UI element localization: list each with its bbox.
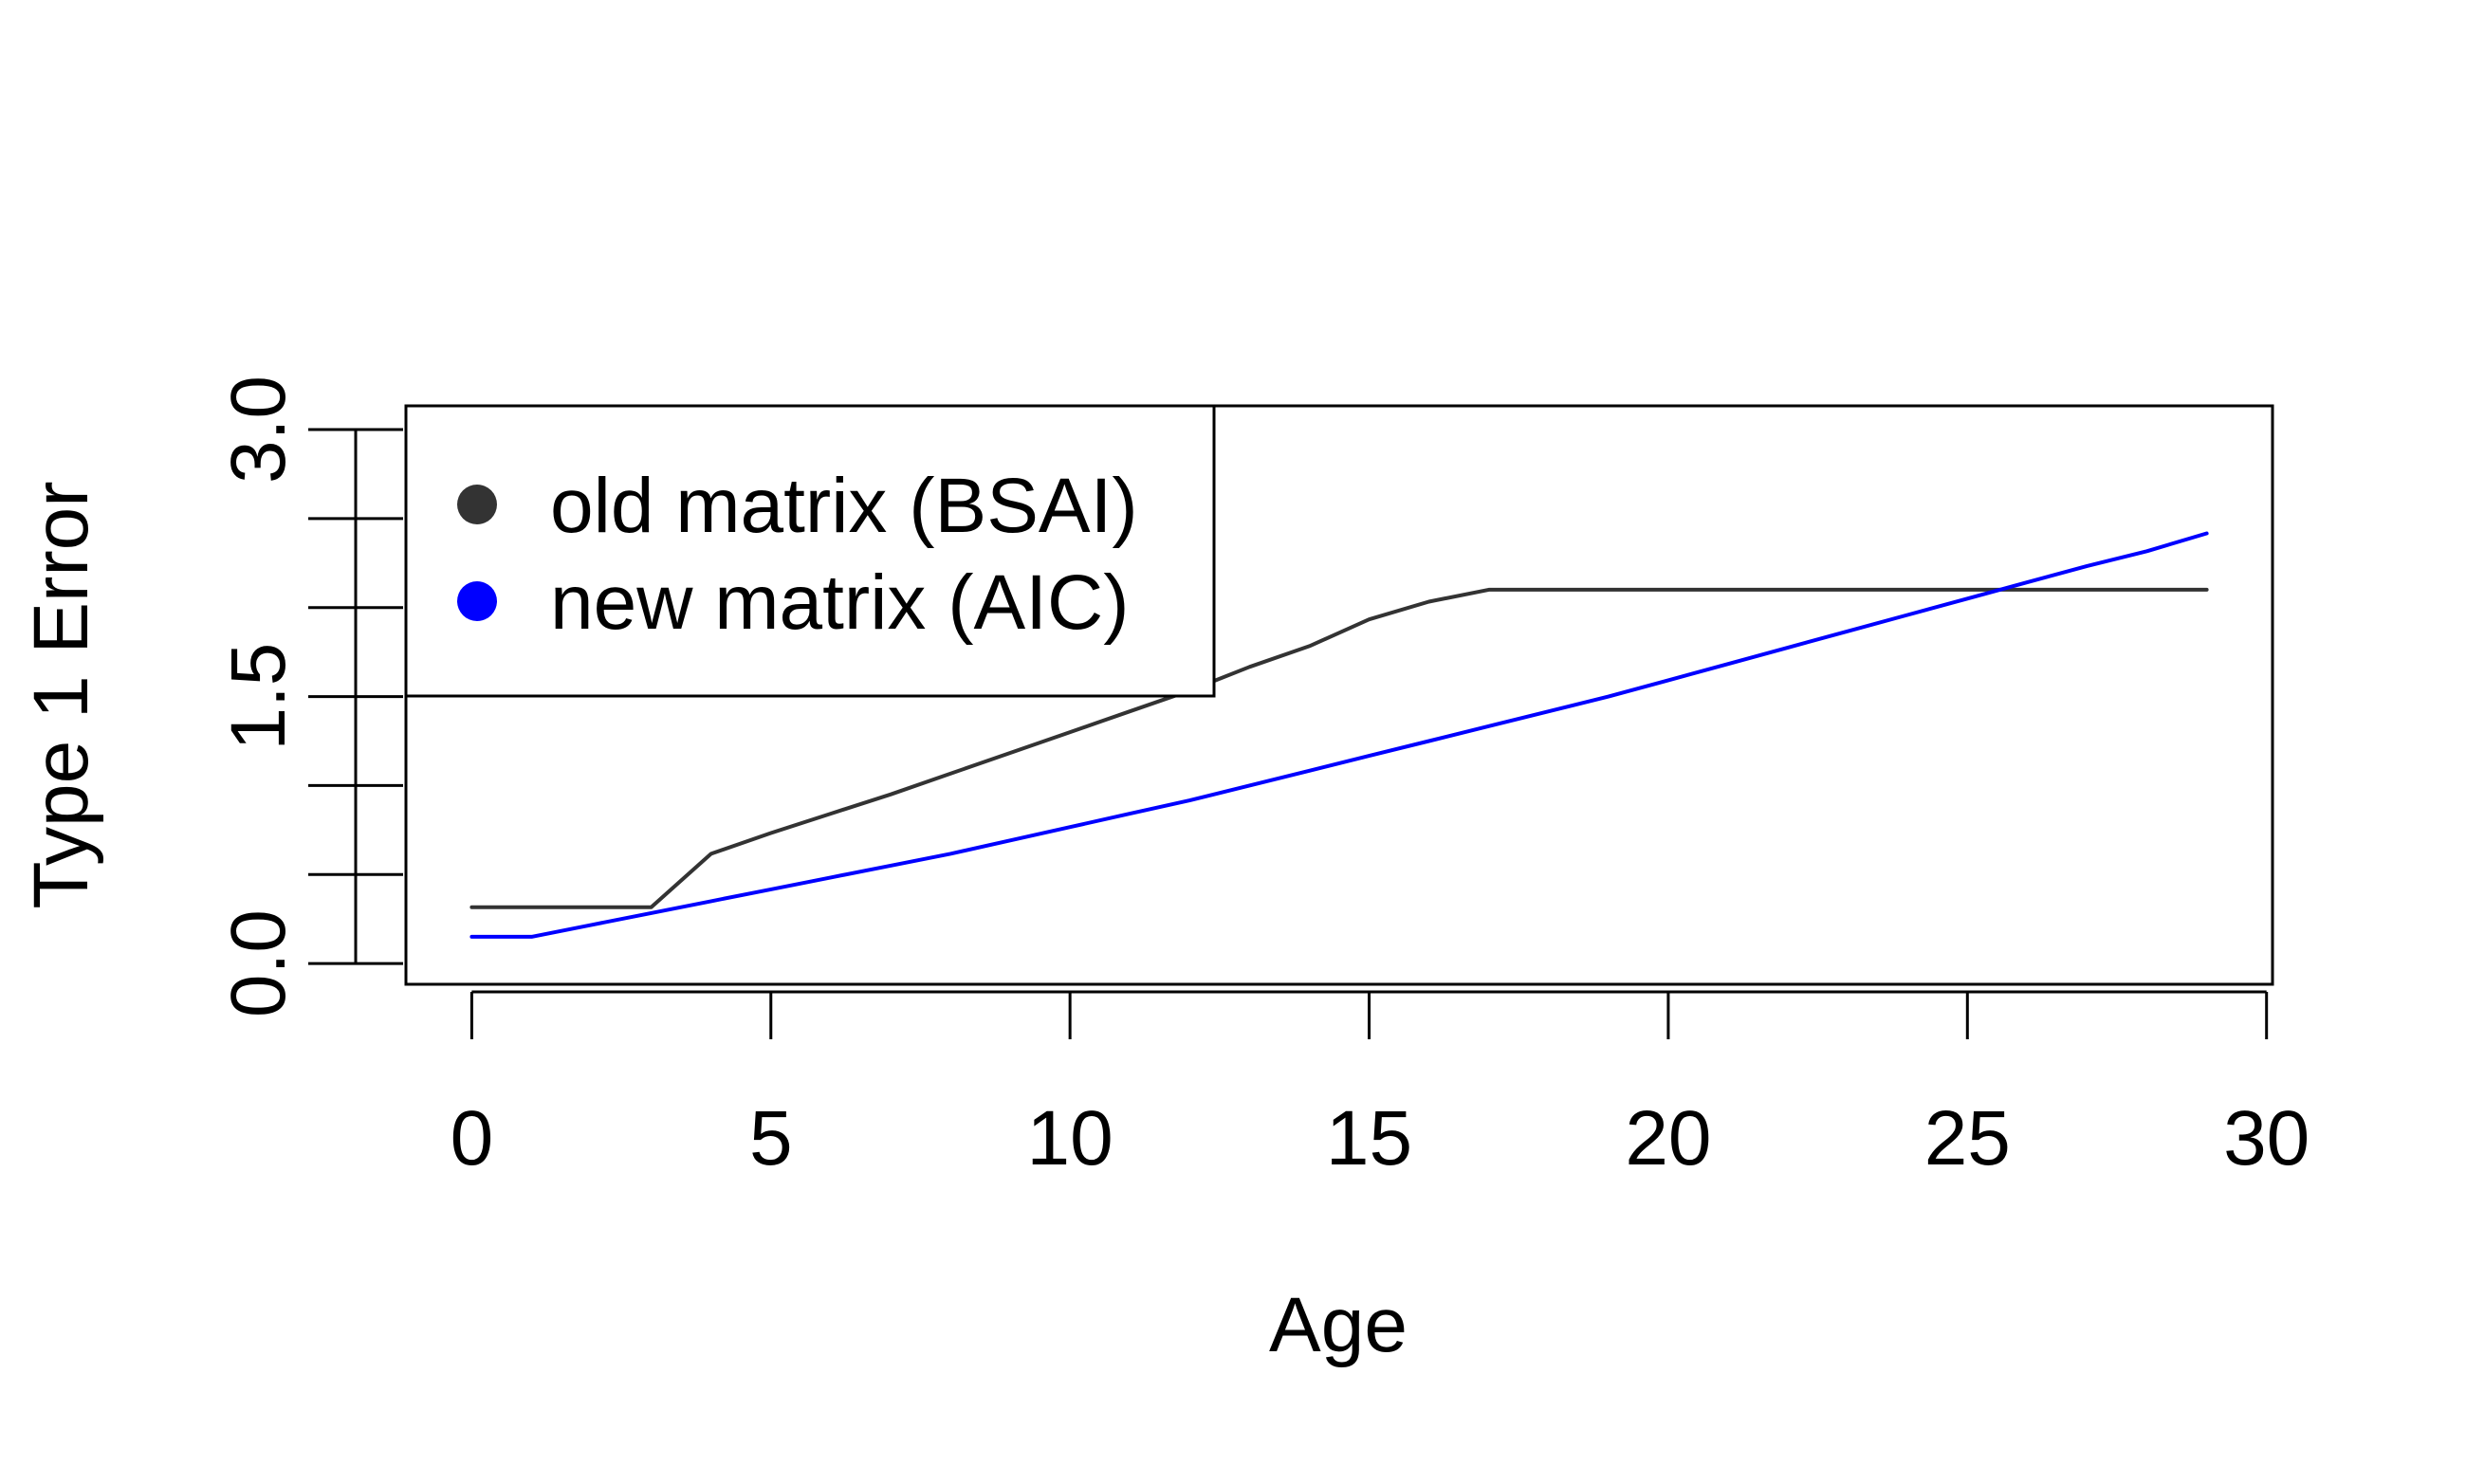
y-tick-label: 3.0	[215, 376, 302, 484]
legend-marker-2	[457, 581, 497, 621]
x-tick-label: 10	[1027, 1095, 1113, 1182]
legend-marker-1	[457, 485, 497, 524]
x-tick-label: 0	[451, 1095, 494, 1182]
x-axis: 0 5 10 15 20 25 30	[451, 990, 2310, 1182]
y-axis: 0.0 1.5 3.0	[215, 376, 403, 1017]
series-layer	[469, 531, 2209, 939]
series-line-2	[469, 531, 2209, 939]
x-tick-label: 15	[1326, 1095, 1412, 1182]
legend-label-1: old matrix (BSAI)	[550, 463, 1138, 549]
series-line-1	[469, 587, 2209, 909]
legend: old matrix (BSAI) new matrix (AIC)	[404, 404, 1216, 698]
legend-label-2: new matrix (AIC)	[550, 559, 1130, 646]
x-tick-label: 25	[1924, 1095, 2011, 1182]
y-axis-label: Type 1 Error	[18, 481, 104, 908]
y-tick-label: 0.0	[215, 909, 302, 1017]
x-axis-label: Age	[1269, 1282, 1408, 1368]
x-tick-label: 20	[1625, 1095, 1711, 1182]
y-tick-label: 1.5	[215, 643, 302, 751]
x-tick-label: 30	[2223, 1095, 2310, 1182]
legend-box	[404, 404, 1216, 698]
x-tick-label: 5	[749, 1095, 793, 1182]
